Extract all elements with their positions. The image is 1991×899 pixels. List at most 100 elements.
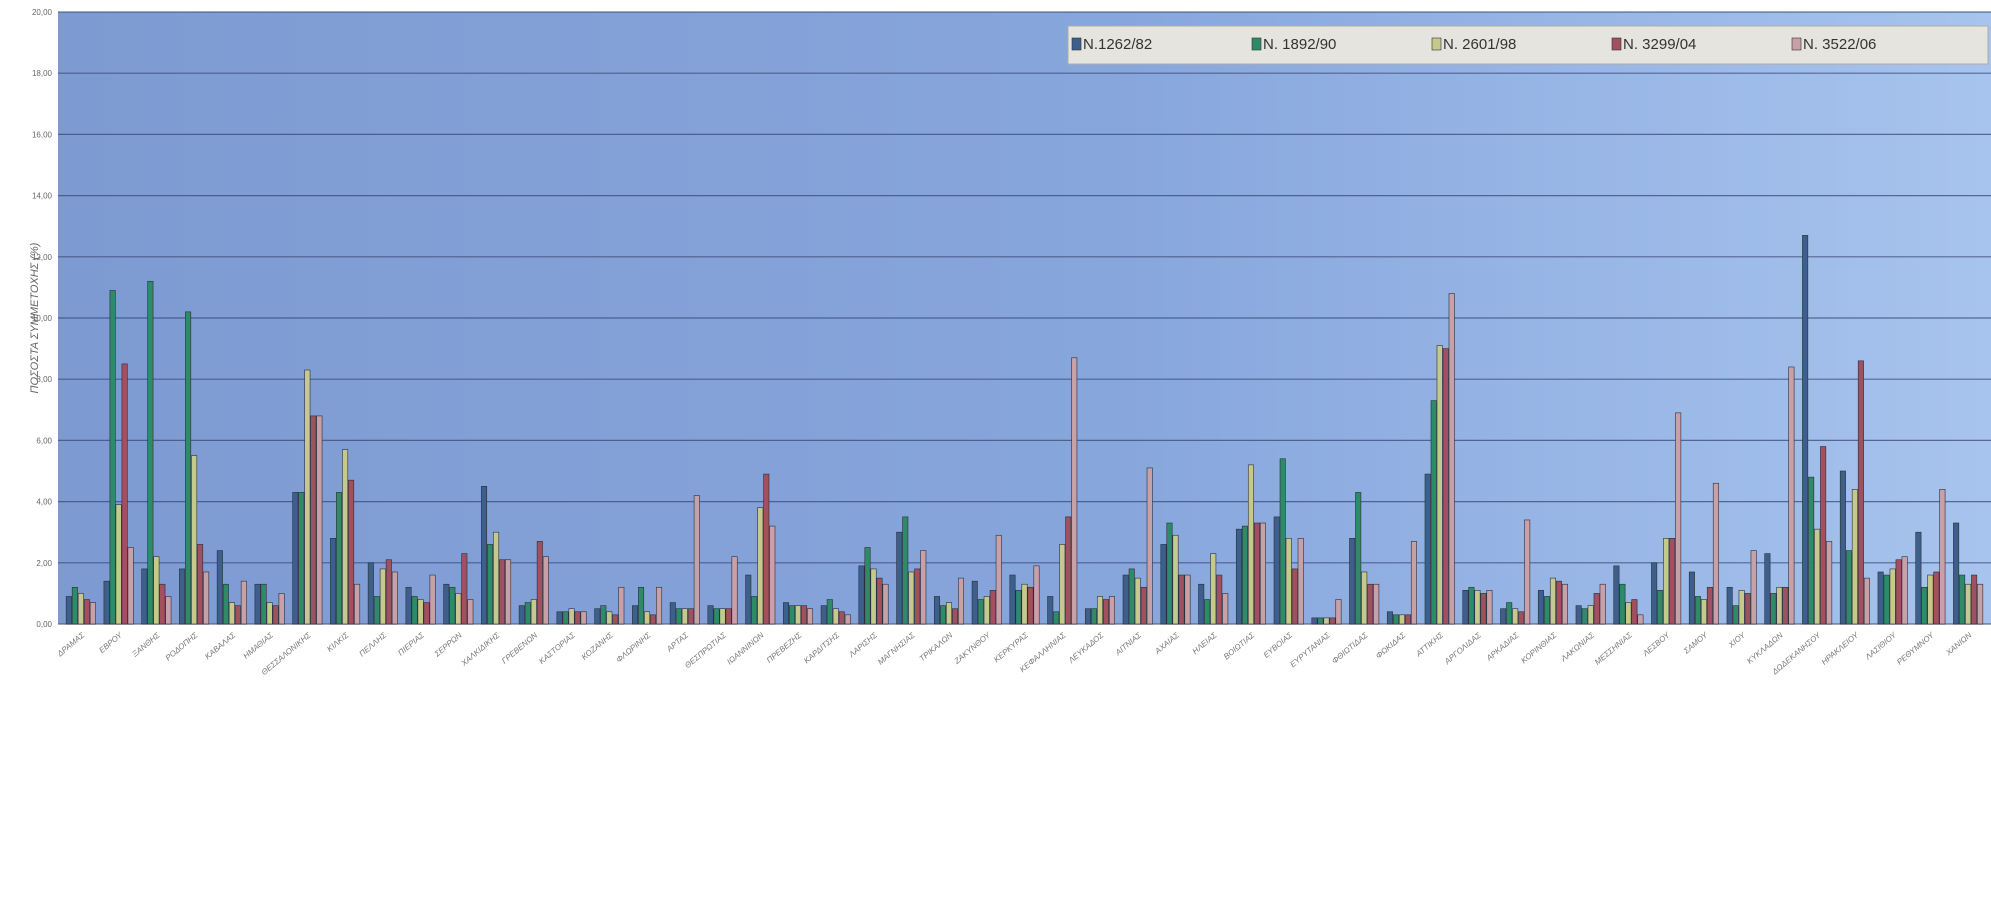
bar [612,614,619,625]
bar [1392,614,1399,625]
bar [1895,559,1902,625]
y-tick-label: 2,00 [36,559,52,568]
bar [1090,608,1097,625]
bar [1480,593,1487,625]
bar [1222,593,1229,625]
bar [725,608,732,625]
bar [807,608,814,625]
bar [1448,293,1455,625]
bar [278,593,285,625]
legend-label: N. 1892/90 [1263,36,1336,53]
bar [348,479,355,625]
bar [644,611,651,625]
x-tick-label: ΒΟΙΩΤΙΑΣ [1222,630,1257,662]
bar [1398,614,1405,625]
bar [411,596,418,625]
bar [832,608,839,625]
bar [1657,590,1664,625]
bar [1311,617,1318,625]
bar [1770,593,1777,625]
x-tick-label: ΙΩΑΝΝΙΝΩΝ [725,630,765,666]
bar [147,280,154,625]
bar [203,571,210,625]
x-tick-label: ΚΥΚΛΑΔΩΝ [1745,631,1785,666]
bar [940,605,947,625]
bar [1059,544,1066,625]
bar [1921,586,1928,625]
legend-swatch [1071,37,1082,51]
bar [1053,611,1060,625]
bar [934,596,941,625]
x-tick-label: ΑΡΓΟΛΙΔΑΣ [1442,630,1484,667]
bar [1738,590,1745,625]
bar [1500,608,1507,625]
legend: N.1262/82 N. 1892/90 N. 2601/98 N. 3299/04 N… [1067,25,1989,65]
bar [1518,611,1525,625]
bar [65,596,72,625]
bar [1065,516,1072,625]
bar [1555,580,1562,625]
bar [1084,608,1091,625]
x-tick-label: ΦΘΙΩΤΙΔΑΣ [1330,630,1370,666]
bar [159,583,166,625]
bar [310,415,317,625]
y-tick-label: 4,00 [36,498,52,507]
bar [795,605,802,625]
bar [1561,583,1568,625]
bar [1764,553,1771,625]
bar [1845,550,1852,625]
bar [1241,525,1248,625]
bar [751,596,758,625]
bar [1291,568,1298,625]
bar [618,586,625,625]
bar [1247,464,1254,625]
bar [1694,596,1701,625]
bar [1071,357,1078,625]
x-tick-label: ΚΑΣΤΟΡΙΑΣ [537,630,578,666]
bar [731,556,738,625]
x-tick-label: ΓΡΕΒΕΝΩΝ [500,630,539,665]
bar [1253,522,1260,625]
x-tick-label: ΘΕΣΠΡΩΤΙΑΣ [683,630,729,670]
bar [1216,574,1223,625]
bar [902,516,909,625]
bar [1965,583,1972,625]
x-tick-label: ΚΑΒΑΛΑΣ [203,630,238,661]
bar [336,492,343,625]
bar [1575,605,1582,625]
bar [1857,360,1864,625]
x-tick-label: ΡΟΔΟΠΗΣ [164,630,201,663]
bar [1726,586,1733,625]
bar [882,583,889,625]
bar [1285,538,1292,625]
bar [1198,583,1205,625]
bar [707,605,714,625]
bar [373,596,380,625]
bar [1436,345,1443,625]
bar [1430,400,1437,625]
bar [656,586,663,625]
bar [1506,602,1513,625]
bar [763,473,770,625]
bar [650,614,657,625]
legend-swatch [1611,37,1622,51]
bar [1712,482,1719,625]
bar [1204,599,1211,625]
x-axis-ticks: ΔΡΑΜΑΣ ΕΒΡΟΥ ΞΑΝΘΗΣ ΡΟΔΟΠΗΣ ΚΑΒΑΛΑΣ ΗΜΑΘΙΑΣ ΘΕ… [55,630,1974,677]
bar [1329,617,1336,625]
bar [1361,571,1368,625]
bar [1700,599,1707,625]
x-tick-label: ΗΜΑΘΙΑΣ [242,630,276,661]
bar [1851,489,1858,625]
bar [1486,590,1493,625]
legend-box [1067,25,1989,65]
bar [1788,366,1795,625]
bar [995,534,1002,625]
bar [254,583,261,625]
x-tick-label: ΧΑΛΚΙΔΙΚΗΣ [459,630,503,669]
y-tick-label: 20,00 [32,8,53,17]
bar [606,611,613,625]
bar [693,495,700,625]
y-tick-label: 8,00 [36,375,52,384]
